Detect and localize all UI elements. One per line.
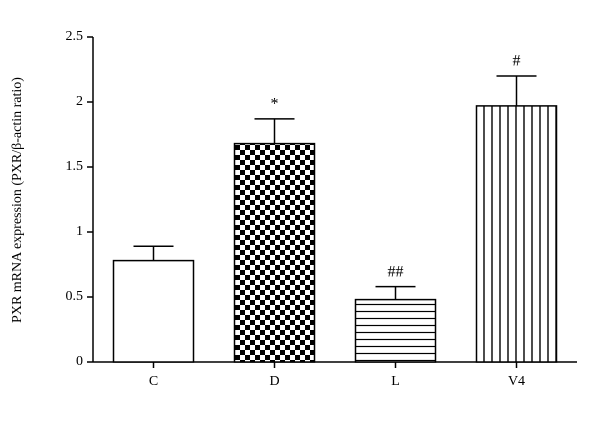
annotation: ## [388,263,404,280]
x-tick-label: L [391,374,400,389]
y-tick-label: 1.5 [66,159,84,174]
y-tick-label: 2 [76,94,83,109]
y-tick-label: 0 [76,354,83,369]
bar [475,105,558,363]
x-tick-label: C [149,374,158,389]
bar [112,259,195,363]
y-tick-label: 0.5 [66,289,84,304]
annotation: * [271,96,279,113]
x-tick-label: D [269,374,279,389]
bar [354,298,437,363]
bar [233,142,316,363]
y-tick-label: 2.5 [66,29,84,44]
y-tick-label: 1 [76,224,83,239]
annotation: # [513,53,521,70]
x-tick-label: V4 [508,374,525,389]
y-axis-label: PXR mRNA expression (PXR/β-actin ratio) [10,77,25,323]
